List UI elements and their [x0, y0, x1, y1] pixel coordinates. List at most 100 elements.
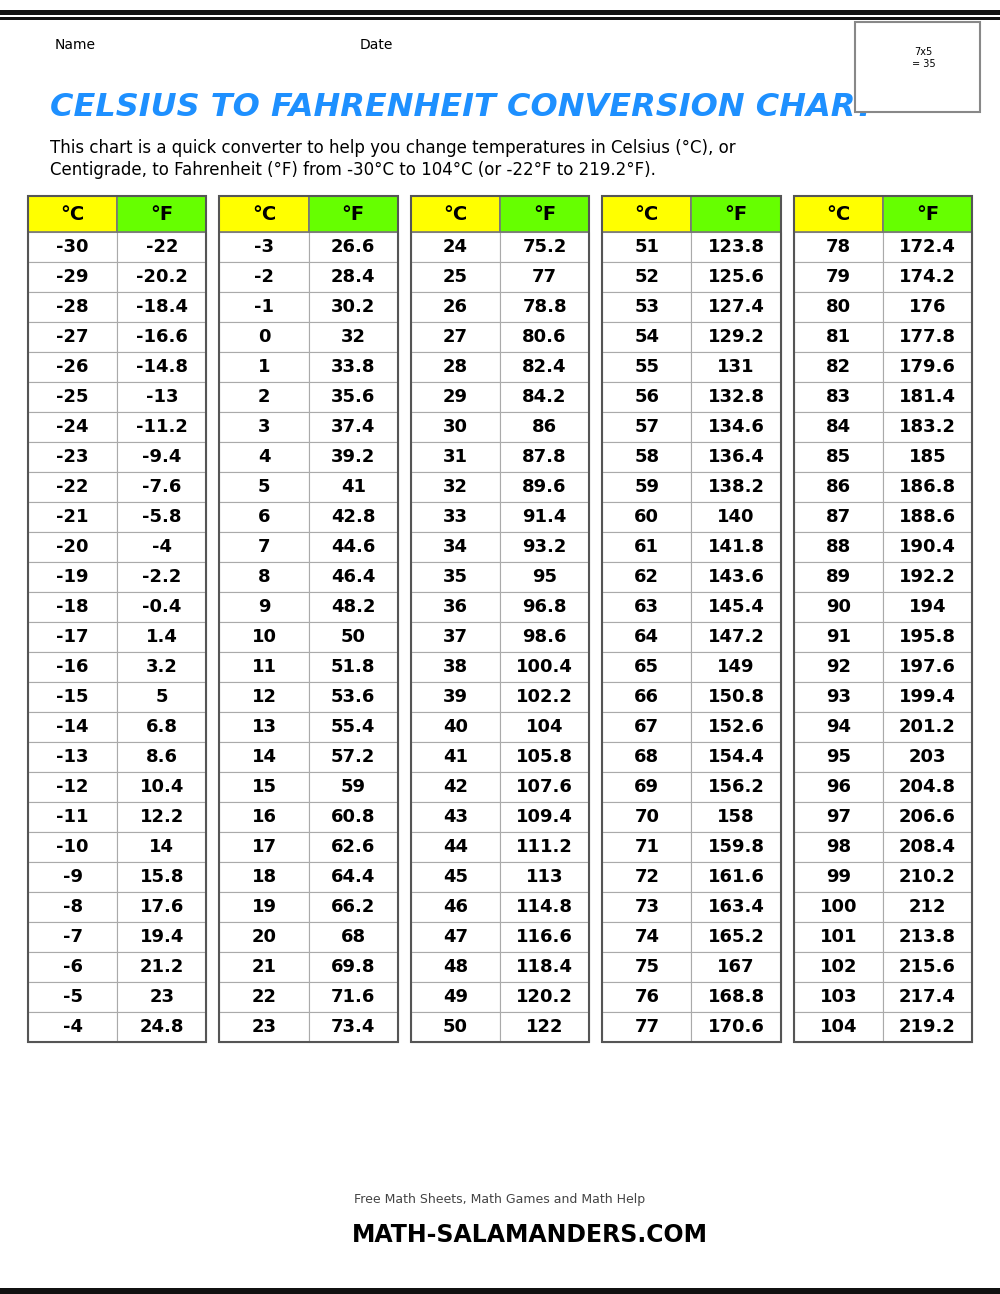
Bar: [411, 502, 500, 532]
Bar: [117, 773, 206, 802]
Text: 176: 176: [909, 298, 946, 316]
Text: 154.4: 154.4: [708, 748, 764, 766]
Bar: [794, 862, 883, 892]
Bar: [794, 923, 883, 952]
Bar: [219, 652, 309, 682]
Bar: [28, 261, 117, 292]
Bar: [309, 502, 398, 532]
Text: 24: 24: [443, 238, 468, 256]
Bar: [117, 562, 206, 591]
Text: -29: -29: [56, 268, 89, 286]
Text: 70: 70: [634, 807, 659, 826]
Text: 102: 102: [819, 958, 857, 976]
Bar: [309, 591, 398, 622]
Bar: [691, 773, 781, 802]
Bar: [883, 292, 972, 322]
Text: 42.8: 42.8: [331, 509, 375, 525]
Bar: [602, 952, 691, 982]
Bar: [602, 773, 691, 802]
Bar: [794, 652, 883, 682]
Bar: [411, 802, 500, 832]
Text: 181.4: 181.4: [899, 388, 956, 406]
Bar: [602, 562, 691, 591]
Text: 57.2: 57.2: [331, 748, 375, 766]
Bar: [28, 892, 117, 923]
Bar: [117, 923, 206, 952]
Text: 44: 44: [443, 839, 468, 857]
Bar: [691, 562, 781, 591]
Bar: [309, 892, 398, 923]
Text: 12: 12: [252, 688, 276, 707]
Text: -6: -6: [63, 958, 83, 976]
Text: 185: 185: [909, 448, 946, 466]
Bar: [309, 562, 398, 591]
Text: 101: 101: [819, 928, 857, 946]
Bar: [883, 862, 972, 892]
Bar: [219, 292, 309, 322]
Text: 17.6: 17.6: [140, 898, 184, 916]
Bar: [309, 802, 398, 832]
Text: 95: 95: [532, 568, 557, 586]
Text: 45: 45: [443, 868, 468, 886]
Bar: [0, 10, 1000, 16]
Text: -0.4: -0.4: [142, 598, 181, 616]
Text: 24.8: 24.8: [140, 1018, 184, 1036]
Bar: [117, 532, 206, 562]
Text: 190.4: 190.4: [899, 538, 956, 556]
Text: 156.2: 156.2: [708, 778, 764, 796]
Bar: [500, 712, 589, 741]
Text: 18: 18: [251, 868, 277, 886]
Text: 35: 35: [443, 568, 468, 586]
Bar: [794, 195, 883, 232]
Text: 25: 25: [443, 268, 468, 286]
Bar: [309, 261, 398, 292]
Bar: [309, 195, 398, 232]
Text: 97: 97: [826, 807, 851, 826]
Bar: [500, 292, 589, 322]
Bar: [117, 741, 206, 773]
Text: 35.6: 35.6: [331, 388, 375, 406]
Text: 28.4: 28.4: [331, 268, 375, 286]
Bar: [411, 862, 500, 892]
Text: 50: 50: [341, 628, 366, 646]
Text: -17: -17: [56, 628, 89, 646]
Text: 46: 46: [443, 898, 468, 916]
Bar: [602, 382, 691, 411]
Bar: [309, 411, 398, 443]
Text: 100.4: 100.4: [516, 659, 573, 675]
Bar: [883, 352, 972, 382]
Bar: [602, 982, 691, 1012]
Bar: [794, 195, 972, 1042]
Text: 68: 68: [341, 928, 366, 946]
Bar: [28, 741, 117, 773]
Bar: [691, 411, 781, 443]
Text: 71.6: 71.6: [331, 989, 375, 1005]
Bar: [794, 502, 883, 532]
Text: 48.2: 48.2: [331, 598, 375, 616]
Text: 21: 21: [252, 958, 276, 976]
Text: 118.4: 118.4: [516, 958, 573, 976]
Bar: [219, 1012, 309, 1042]
Bar: [219, 532, 309, 562]
Text: 66: 66: [634, 688, 659, 707]
Bar: [117, 443, 206, 472]
Bar: [411, 741, 500, 773]
Bar: [883, 591, 972, 622]
Text: -4: -4: [63, 1018, 83, 1036]
Bar: [500, 382, 589, 411]
Bar: [883, 195, 972, 232]
Bar: [309, 862, 398, 892]
Text: 215.6: 215.6: [899, 958, 956, 976]
Bar: [219, 322, 309, 352]
Bar: [219, 472, 309, 502]
Text: 60: 60: [634, 509, 659, 525]
Bar: [411, 532, 500, 562]
Bar: [883, 652, 972, 682]
Bar: [500, 862, 589, 892]
Bar: [309, 352, 398, 382]
Text: 201.2: 201.2: [899, 718, 956, 736]
Text: -9: -9: [63, 868, 83, 886]
Bar: [883, 952, 972, 982]
Text: 104: 104: [819, 1018, 857, 1036]
Bar: [309, 741, 398, 773]
